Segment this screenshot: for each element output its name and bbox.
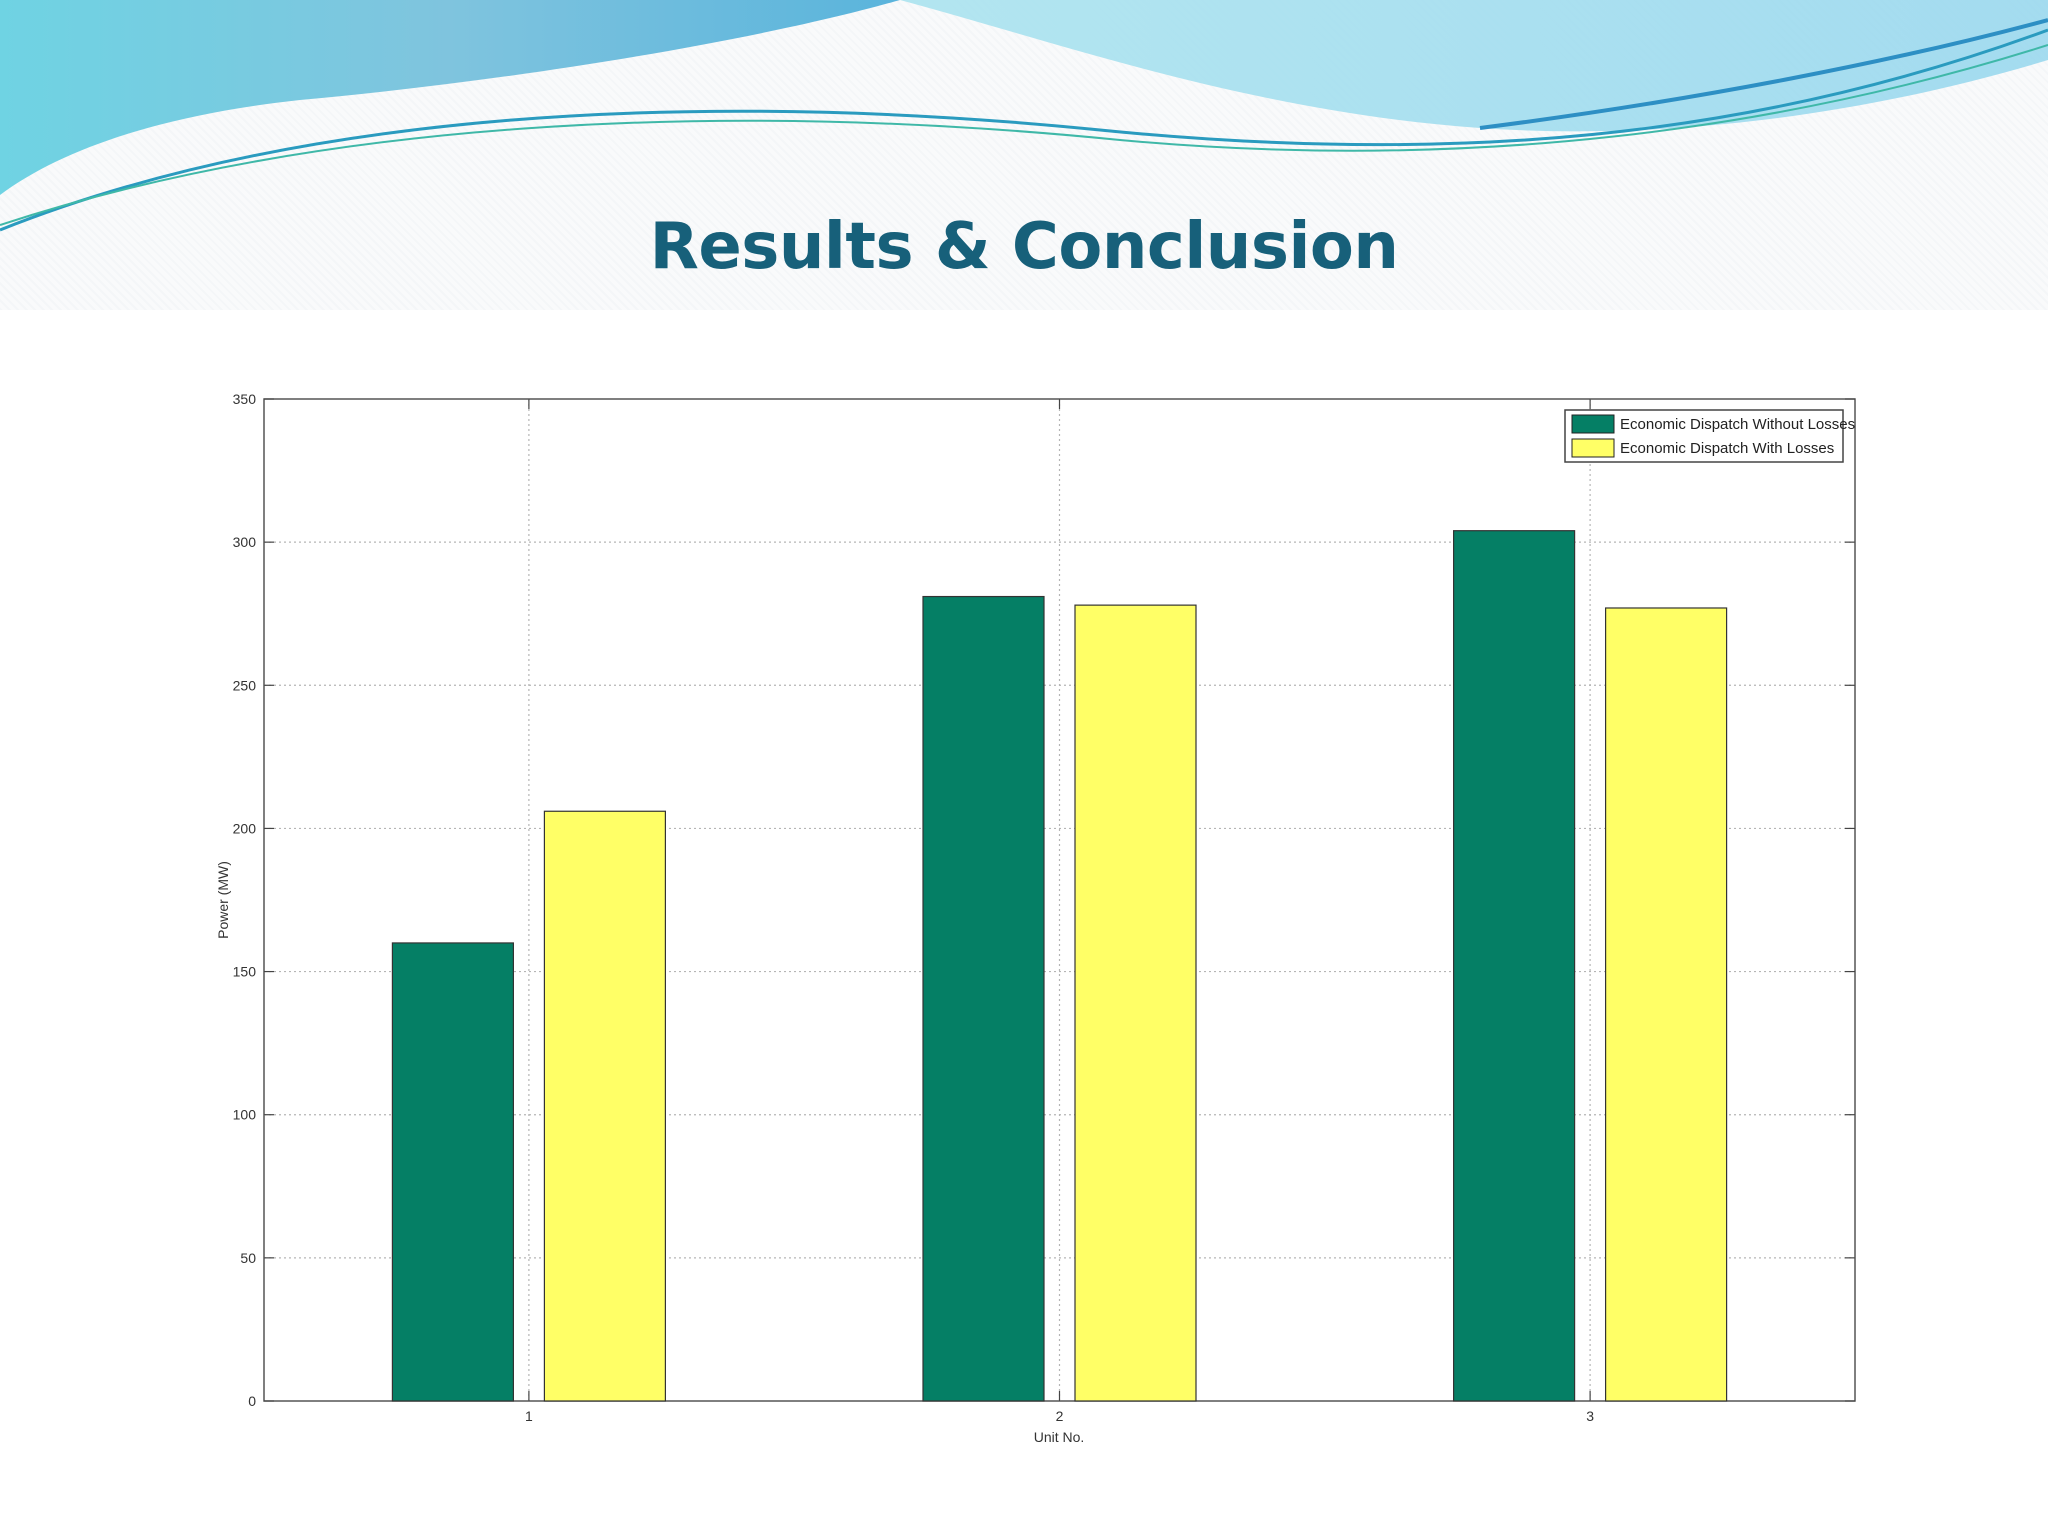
legend-label-without-losses: Economic Dispatch Without Losses	[1620, 416, 1855, 433]
y-tick-label: 0	[248, 1393, 256, 1409]
legend-swatch-with-losses	[1571, 438, 1615, 458]
x-axis-label: Unit No.	[1034, 1429, 1085, 1445]
y-axis-label: Power (MW)	[215, 861, 231, 939]
x-tick-label: 2	[1056, 1408, 1064, 1424]
y-tick-label: 250	[233, 677, 257, 693]
bar-without-losses-unit-3	[1452, 530, 1576, 1402]
bar-with-losses-unit-1	[543, 810, 667, 1402]
y-tick-label: 300	[233, 534, 257, 550]
x-tick-label: 1	[525, 1408, 533, 1424]
y-tick-label: 200	[233, 820, 257, 836]
legend: Economic Dispatch Without Losses Economi…	[1564, 409, 1855, 463]
axis-ticks: 0 50 100 150 200 250 300 350 1 2 3	[233, 391, 1855, 1424]
slide-title: Results & Conclusion	[649, 210, 1399, 284]
bar-without-losses-unit-2	[922, 595, 1045, 1402]
bar-with-losses-unit-3	[1604, 607, 1728, 1402]
legend-label-with-losses: Economic Dispatch With Losses	[1620, 440, 1834, 457]
grid-lines	[264, 399, 1855, 1401]
bars	[391, 530, 1728, 1402]
y-tick-label: 350	[233, 391, 257, 407]
bar-without-losses-unit-1	[391, 942, 515, 1402]
legend-swatch-without-losses	[1571, 414, 1615, 434]
y-tick-label: 150	[233, 964, 257, 980]
wave-decoration	[0, 0, 2048, 232]
bar-with-losses-unit-2	[1074, 604, 1197, 1402]
x-tick-label: 3	[1586, 1408, 1594, 1424]
y-tick-label: 100	[233, 1107, 257, 1123]
y-tick-label: 50	[240, 1250, 256, 1266]
